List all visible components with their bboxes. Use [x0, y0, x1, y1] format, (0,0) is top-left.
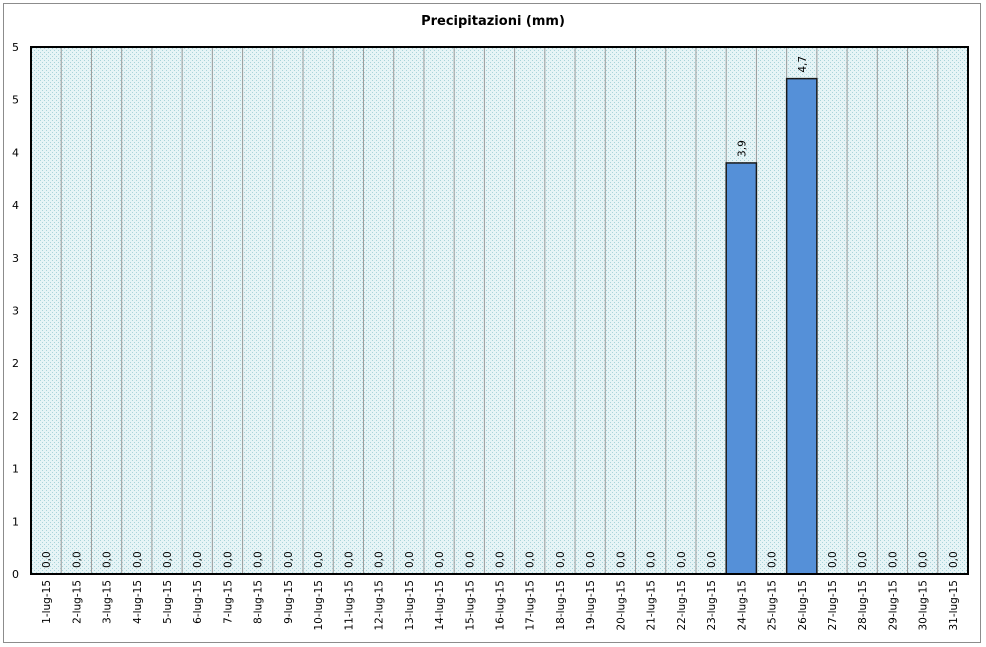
x-tick-label: 18-lug-15	[555, 580, 567, 631]
data-label: 4,7	[797, 56, 809, 73]
data-label: 0,0	[887, 551, 899, 568]
x-tick-label: 15-lug-15	[464, 580, 476, 631]
y-tick-label: 5	[12, 94, 19, 107]
x-tick-label: 30-lug-15	[918, 580, 930, 631]
y-tick-label: 4	[12, 146, 19, 159]
x-tick-label: 3-lug-15	[102, 580, 114, 624]
x-tick-label: 26-lug-15	[797, 580, 809, 631]
x-tick-label: 14-lug-15	[434, 580, 446, 631]
x-tick-label: 16-lug-15	[495, 580, 507, 631]
y-tick-label: 1	[12, 463, 19, 476]
data-label: 0,0	[283, 551, 295, 568]
x-axis: 1-lug-15 2-lug-15 3-lug-15 4-lug-15 5-lug-15…	[41, 580, 960, 631]
data-label: 0,0	[948, 551, 960, 568]
x-tick-label: 25-lug-15	[767, 580, 779, 631]
data-label: 0,0	[132, 551, 144, 568]
x-tick-label: 8-lug-15	[253, 580, 265, 624]
x-tick-label: 20-lug-15	[615, 580, 627, 631]
bar-26-lug-15	[785, 77, 818, 575]
data-label: 0,0	[313, 551, 325, 568]
x-tick-label: 5-lug-15	[162, 580, 174, 624]
y-tick-label: 5	[12, 41, 19, 54]
x-tick-label: 9-lug-15	[283, 580, 295, 624]
data-label: 0,0	[827, 551, 839, 568]
data-label: 0,0	[192, 551, 204, 568]
data-label: 0,0	[374, 551, 386, 568]
data-label: 0,0	[857, 551, 869, 568]
x-tick-label: 22-lug-15	[676, 580, 688, 631]
x-tick-label: 11-lug-15	[343, 580, 355, 631]
x-tick-label: 10-lug-15	[313, 580, 325, 631]
data-label: 0,0	[585, 551, 597, 568]
data-label: 0,0	[555, 551, 567, 568]
data-label: 0,0	[41, 551, 53, 568]
data-label: 0,0	[646, 551, 658, 568]
data-label: 0,0	[253, 551, 265, 568]
x-tick-label: 7-lug-15	[222, 580, 234, 624]
x-tick-label: 21-lug-15	[646, 580, 658, 631]
y-tick-label: 3	[12, 305, 19, 318]
data-label: 3,9	[736, 140, 748, 157]
y-tick-label: 2	[12, 410, 19, 423]
y-tick-label: 0	[12, 568, 19, 581]
data-label: 0,0	[495, 551, 507, 568]
bars	[725, 77, 818, 575]
x-tick-label: 4-lug-15	[132, 580, 144, 624]
x-tick-label: 13-lug-15	[404, 580, 416, 631]
x-tick-label: 23-lug-15	[706, 580, 718, 631]
chart-title: Precipitazioni (mm)	[421, 14, 565, 29]
x-tick-label: 29-lug-15	[887, 580, 899, 631]
data-label: 0,0	[615, 551, 627, 568]
bar-24-lug-15	[725, 162, 758, 575]
y-tick-label: 4	[12, 199, 19, 212]
x-tick-label: 28-lug-15	[857, 580, 869, 631]
data-label: 0,0	[464, 551, 476, 568]
x-tick-label: 1-lug-15	[41, 580, 53, 624]
data-label: 0,0	[162, 551, 174, 568]
data-label: 0,0	[71, 551, 83, 568]
data-label: 0,0	[434, 551, 446, 568]
y-tick-label: 3	[12, 252, 19, 265]
data-label: 0,0	[222, 551, 234, 568]
data-label: 0,0	[404, 551, 416, 568]
y-tick-label: 1	[12, 515, 19, 528]
x-tick-label: 19-lug-15	[585, 580, 597, 631]
x-tick-label: 6-lug-15	[192, 580, 204, 624]
data-labels: 0,0 0,0 0,0 0,0 0,0 0,0 0,0 0,0 0,0 0,0 0,0 0,0 0,0 0…	[41, 56, 960, 568]
x-tick-label: 2-lug-15	[71, 580, 83, 624]
x-tick-label: 12-lug-15	[374, 580, 386, 631]
data-label: 0,0	[343, 551, 355, 568]
data-label: 0,0	[525, 551, 537, 568]
x-tick-label: 17-lug-15	[525, 580, 537, 631]
y-axis: 0 1 1 2 2 3 3 4 4 5 5	[12, 41, 19, 581]
x-tick-label: 24-lug-15	[736, 580, 748, 631]
data-label: 0,0	[706, 551, 718, 568]
x-tick-label: 31-lug-15	[948, 580, 960, 631]
data-label: 0,0	[918, 551, 930, 568]
plot-border	[30, 46, 969, 575]
data-label: 0,0	[767, 551, 779, 568]
x-tick-label: 27-lug-15	[827, 580, 839, 631]
y-tick-label: 2	[12, 357, 19, 370]
data-label: 0,0	[676, 551, 688, 568]
plot-area	[31, 47, 968, 574]
data-label: 0,0	[102, 551, 114, 568]
